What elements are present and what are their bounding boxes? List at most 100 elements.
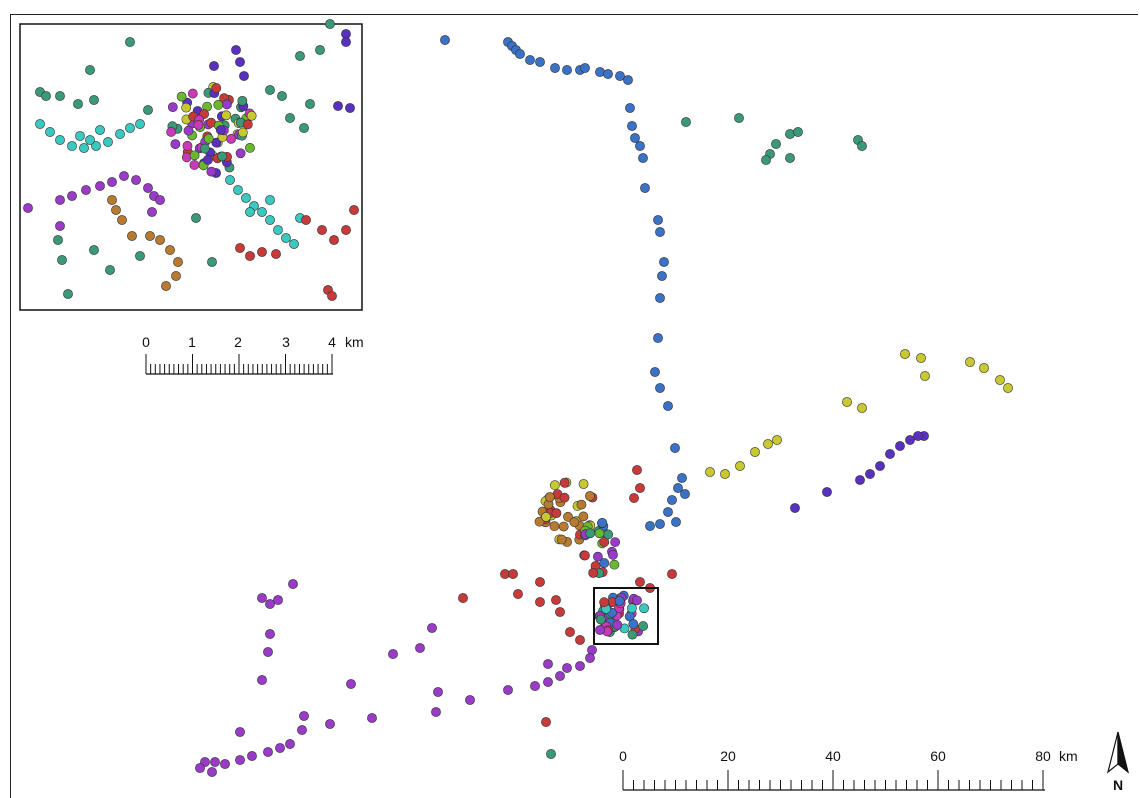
location-point bbox=[263, 747, 273, 757]
location-point bbox=[632, 465, 642, 475]
location-point bbox=[588, 567, 599, 578]
location-point bbox=[241, 193, 251, 203]
location-point bbox=[580, 63, 590, 73]
location-point bbox=[325, 719, 335, 729]
location-point bbox=[433, 687, 443, 697]
location-point bbox=[217, 151, 228, 162]
location-point bbox=[735, 461, 745, 471]
location-point bbox=[349, 205, 359, 215]
location-point bbox=[143, 183, 153, 193]
location-point bbox=[615, 71, 625, 81]
location-point bbox=[245, 251, 255, 261]
inset-scale-label-2: 2 bbox=[234, 334, 242, 350]
location-point bbox=[41, 91, 51, 101]
location-point bbox=[549, 521, 560, 532]
location-point bbox=[333, 101, 343, 111]
location-point bbox=[629, 493, 639, 503]
location-point bbox=[117, 215, 127, 225]
location-point bbox=[195, 763, 205, 773]
location-point bbox=[85, 65, 95, 75]
location-point bbox=[965, 357, 975, 367]
location-point bbox=[265, 85, 275, 95]
location-point bbox=[189, 160, 200, 170]
location-point bbox=[206, 166, 217, 177]
location-point bbox=[761, 155, 771, 165]
location-point bbox=[599, 558, 610, 568]
location-point bbox=[534, 516, 545, 527]
location-point bbox=[663, 507, 673, 517]
location-point bbox=[125, 123, 135, 133]
location-point bbox=[237, 95, 248, 106]
location-point bbox=[427, 623, 437, 633]
location-point bbox=[210, 757, 220, 767]
location-point bbox=[465, 695, 475, 705]
location-point bbox=[653, 215, 663, 225]
location-point bbox=[161, 281, 171, 291]
location-point bbox=[242, 119, 253, 130]
location-point bbox=[635, 141, 645, 151]
location-point bbox=[576, 499, 587, 510]
location-point bbox=[595, 625, 605, 635]
main-scale-label-0: 0 bbox=[619, 748, 627, 764]
location-point bbox=[73, 99, 83, 109]
location-point bbox=[166, 127, 177, 137]
location-point bbox=[667, 569, 677, 579]
location-point bbox=[645, 521, 655, 531]
location-point bbox=[705, 467, 715, 477]
location-point bbox=[226, 133, 237, 144]
location-point bbox=[585, 653, 595, 663]
location-point bbox=[95, 125, 105, 135]
location-point bbox=[627, 629, 638, 640]
location-point bbox=[135, 119, 145, 129]
location-point bbox=[67, 191, 77, 201]
location-point bbox=[220, 759, 230, 769]
location-point bbox=[627, 603, 637, 614]
location-point bbox=[85, 135, 95, 145]
location-point bbox=[771, 139, 781, 149]
location-point bbox=[575, 635, 585, 645]
location-point bbox=[187, 88, 198, 99]
location-point bbox=[535, 597, 545, 607]
location-point bbox=[235, 755, 245, 765]
location-point bbox=[580, 550, 590, 561]
location-point bbox=[315, 45, 325, 55]
location-point bbox=[525, 55, 535, 65]
location-point bbox=[638, 153, 648, 163]
location-point bbox=[623, 75, 633, 85]
location-point bbox=[875, 461, 885, 471]
location-point bbox=[671, 517, 681, 527]
location-point bbox=[67, 141, 77, 151]
location-point bbox=[628, 619, 639, 629]
location-point bbox=[89, 95, 99, 105]
location-point bbox=[655, 227, 665, 237]
location-point bbox=[655, 383, 665, 393]
north-arrow-icon: N bbox=[1106, 731, 1130, 793]
location-point bbox=[63, 289, 73, 299]
location-point bbox=[1003, 383, 1013, 393]
location-point bbox=[546, 749, 556, 759]
location-point bbox=[170, 139, 181, 150]
main-scale-label-80: 80 bbox=[1035, 748, 1051, 764]
location-point bbox=[979, 363, 989, 373]
location-point bbox=[327, 291, 337, 301]
location-point bbox=[670, 443, 680, 453]
location-point bbox=[257, 593, 267, 603]
location-point bbox=[555, 607, 565, 617]
location-point bbox=[235, 243, 245, 253]
location-point bbox=[147, 207, 157, 217]
location-point bbox=[603, 69, 613, 79]
location-point bbox=[673, 483, 683, 493]
location-point bbox=[111, 205, 121, 215]
location-point bbox=[211, 137, 222, 148]
location-point bbox=[235, 727, 245, 737]
location-point bbox=[440, 35, 450, 45]
location-point bbox=[565, 627, 575, 637]
location-point bbox=[625, 103, 635, 113]
location-point bbox=[165, 245, 175, 255]
inset-scale-bar: 0 1 2 3 4 km bbox=[142, 334, 364, 375]
location-point bbox=[55, 135, 65, 145]
location-point bbox=[595, 67, 605, 77]
main-scale-label-40: 40 bbox=[825, 748, 841, 764]
location-point bbox=[191, 213, 201, 223]
